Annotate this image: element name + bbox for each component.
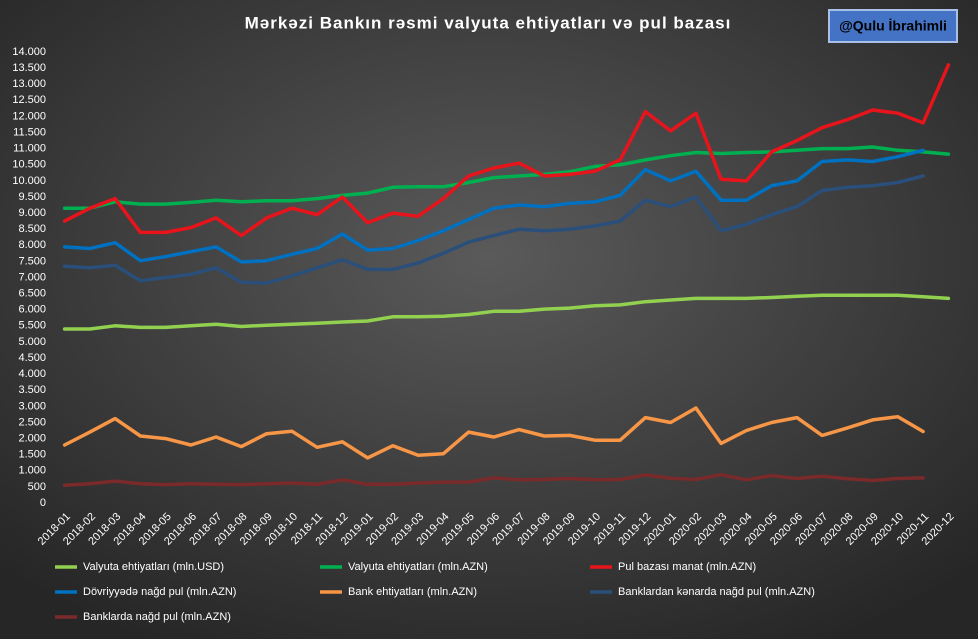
- y-tick-label: 0: [40, 497, 46, 509]
- y-tick-label: 11.500: [13, 126, 46, 138]
- series-line: [62, 406, 925, 460]
- y-tick-label: 3.000: [18, 400, 46, 412]
- y-tick-label: 8.500: [18, 223, 46, 235]
- y-tick-label: 2.500: [18, 416, 46, 428]
- y-tick-label: 6.000: [18, 304, 46, 316]
- legend-label: Valyuta ehtiyatları (mln.AZN): [348, 561, 488, 573]
- series-line: [62, 472, 925, 488]
- y-tick-label: 11.000: [13, 143, 46, 155]
- chart-title: Mərkəzi Bankın rəsmi valyuta ehtiyatları…: [245, 13, 732, 32]
- y-tick-label: 4.000: [18, 368, 46, 380]
- series-line: [62, 293, 951, 331]
- y-tick-label: 10.500: [12, 159, 46, 171]
- y-tick-label: 12.000: [12, 110, 46, 122]
- series-line: [62, 148, 925, 264]
- y-tick-label: 13.500: [12, 62, 46, 74]
- legend-label: Dövriyyədə nağd pul (mln.AZN): [83, 586, 236, 598]
- y-tick-label: 13.000: [12, 78, 46, 90]
- series-line: [62, 145, 951, 210]
- y-tick-label: 5.000: [18, 336, 46, 348]
- legend-label: Valyuta ehtiyatları (mln.USD): [83, 561, 224, 573]
- legend-label: Pul bazası manat (mln.AZN): [618, 561, 756, 573]
- y-tick-label: 10.000: [12, 175, 46, 187]
- y-tick-label: 14.000: [12, 46, 46, 58]
- y-tick-label: 7.000: [18, 271, 46, 283]
- y-tick-label: 12.500: [12, 94, 46, 106]
- series-line: [62, 63, 951, 238]
- y-tick-label: 7.500: [18, 255, 46, 267]
- watermark-box: [828, 9, 958, 43]
- series-line: [62, 174, 925, 285]
- y-tick-label: 9.000: [18, 207, 46, 219]
- y-tick-label: 3.500: [18, 384, 46, 396]
- y-tick-label: 4.500: [18, 352, 46, 364]
- legend-label: Banklarda nağd pul (mln.AZN): [83, 611, 231, 623]
- y-tick-label: 6.500: [18, 288, 46, 300]
- y-tick-label: 1.500: [18, 449, 46, 461]
- watermark: @Qulu İbrahimli: [839, 18, 947, 34]
- y-tick-label: 2.000: [18, 432, 46, 444]
- y-tick-label: 1.000: [18, 465, 46, 477]
- legend-label: Bank ehtiyatları (mln.AZN): [348, 586, 477, 598]
- y-tick-label: 500: [28, 481, 46, 493]
- y-tick-label: 5.500: [18, 320, 46, 332]
- y-tick-label: 8.000: [18, 239, 46, 251]
- y-tick-label: 9.500: [18, 191, 46, 203]
- legend-label: Banklardan kənarda nağd pul (mln.AZN): [618, 586, 815, 598]
